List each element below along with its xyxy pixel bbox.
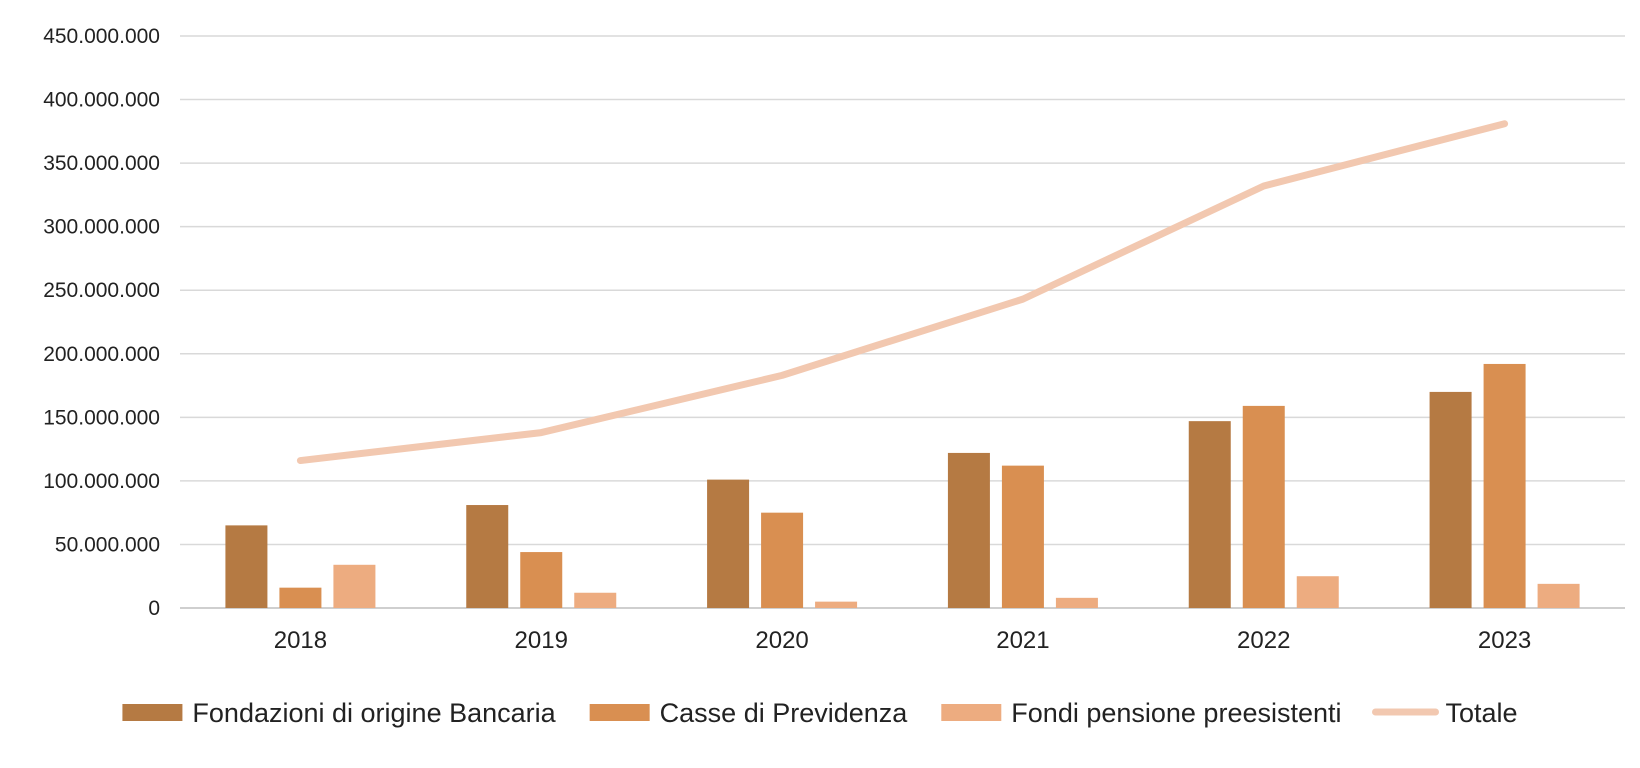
bar-3-2020: [815, 601, 858, 608]
y-tick-label: 100.000.000: [43, 470, 160, 493]
line-series-totale: [296, 120, 1509, 465]
bar-1-2019: [466, 505, 509, 608]
y-tick-label: 250.000.000: [43, 279, 160, 302]
bar-2-2019: [520, 552, 563, 608]
legend-swatch: [589, 704, 650, 721]
gridlines: [180, 35, 1625, 609]
bar-1-2018: [225, 525, 268, 608]
x-tick-label: 2022: [1237, 627, 1290, 654]
legend-swatch: [941, 704, 1002, 721]
x-tick-label: 2021: [996, 627, 1049, 654]
bar-3-2019: [574, 592, 617, 608]
bar-2-2022: [1242, 405, 1285, 608]
y-tick-label: 350.000.000: [43, 152, 160, 175]
bars: [225, 363, 1580, 608]
x-axis-category-labels: 2018 2019 2020 2021 2022 2023: [274, 627, 1532, 654]
x-tick-label: 2020: [755, 627, 808, 654]
y-tick-label: 150.000.000: [43, 406, 160, 429]
legend: Fondazioni di origine Bancaria Casse di P…: [122, 698, 1518, 728]
bar-2-2021: [1001, 465, 1044, 608]
legend-item: Fondi pensione preesistenti: [941, 698, 1342, 728]
bar-2-2023: [1483, 363, 1526, 608]
bar-3-2022: [1296, 576, 1339, 608]
legend-label: Casse di Previdenza: [660, 698, 909, 728]
x-tick-label: 2018: [274, 627, 327, 654]
y-tick-label: 200.000.000: [43, 343, 160, 366]
legend-label: Totale: [1446, 698, 1518, 728]
x-tick-label: 2023: [1478, 627, 1531, 654]
legend-item: Fondazioni di origine Bancaria: [122, 698, 557, 728]
legend-swatch: [122, 704, 183, 721]
bar-1-2021: [947, 452, 990, 608]
total-line: [296, 120, 1509, 465]
legend-label: Fondi pensione preesistenti: [1011, 698, 1341, 728]
legend-item: Totale: [1372, 698, 1518, 728]
bar-1-2022: [1188, 421, 1231, 608]
y-tick-label: 450.000.000: [43, 25, 160, 48]
y-tick-label: 400.000.000: [43, 89, 160, 112]
y-tick-label: 50.000.000: [55, 533, 160, 556]
bar-1-2023: [1429, 391, 1472, 608]
bar-3-2021: [1055, 597, 1098, 608]
bar-1-2020: [707, 479, 750, 608]
bar-2-2020: [761, 512, 804, 608]
y-tick-label: 300.000.000: [43, 216, 160, 239]
bar-3-2018: [333, 564, 376, 608]
y-axis-tick-labels: 0 50.000.000 100.000.000 150.000.000 200.000…: [43, 25, 160, 620]
y-tick-label: 0: [148, 597, 160, 620]
legend-label: Fondazioni di origine Bancaria: [192, 698, 556, 728]
legend-item: Casse di Previdenza: [589, 698, 909, 728]
bar-3-2023: [1537, 583, 1580, 608]
bar-2-2018: [279, 587, 322, 608]
x-tick-label: 2019: [515, 627, 568, 654]
